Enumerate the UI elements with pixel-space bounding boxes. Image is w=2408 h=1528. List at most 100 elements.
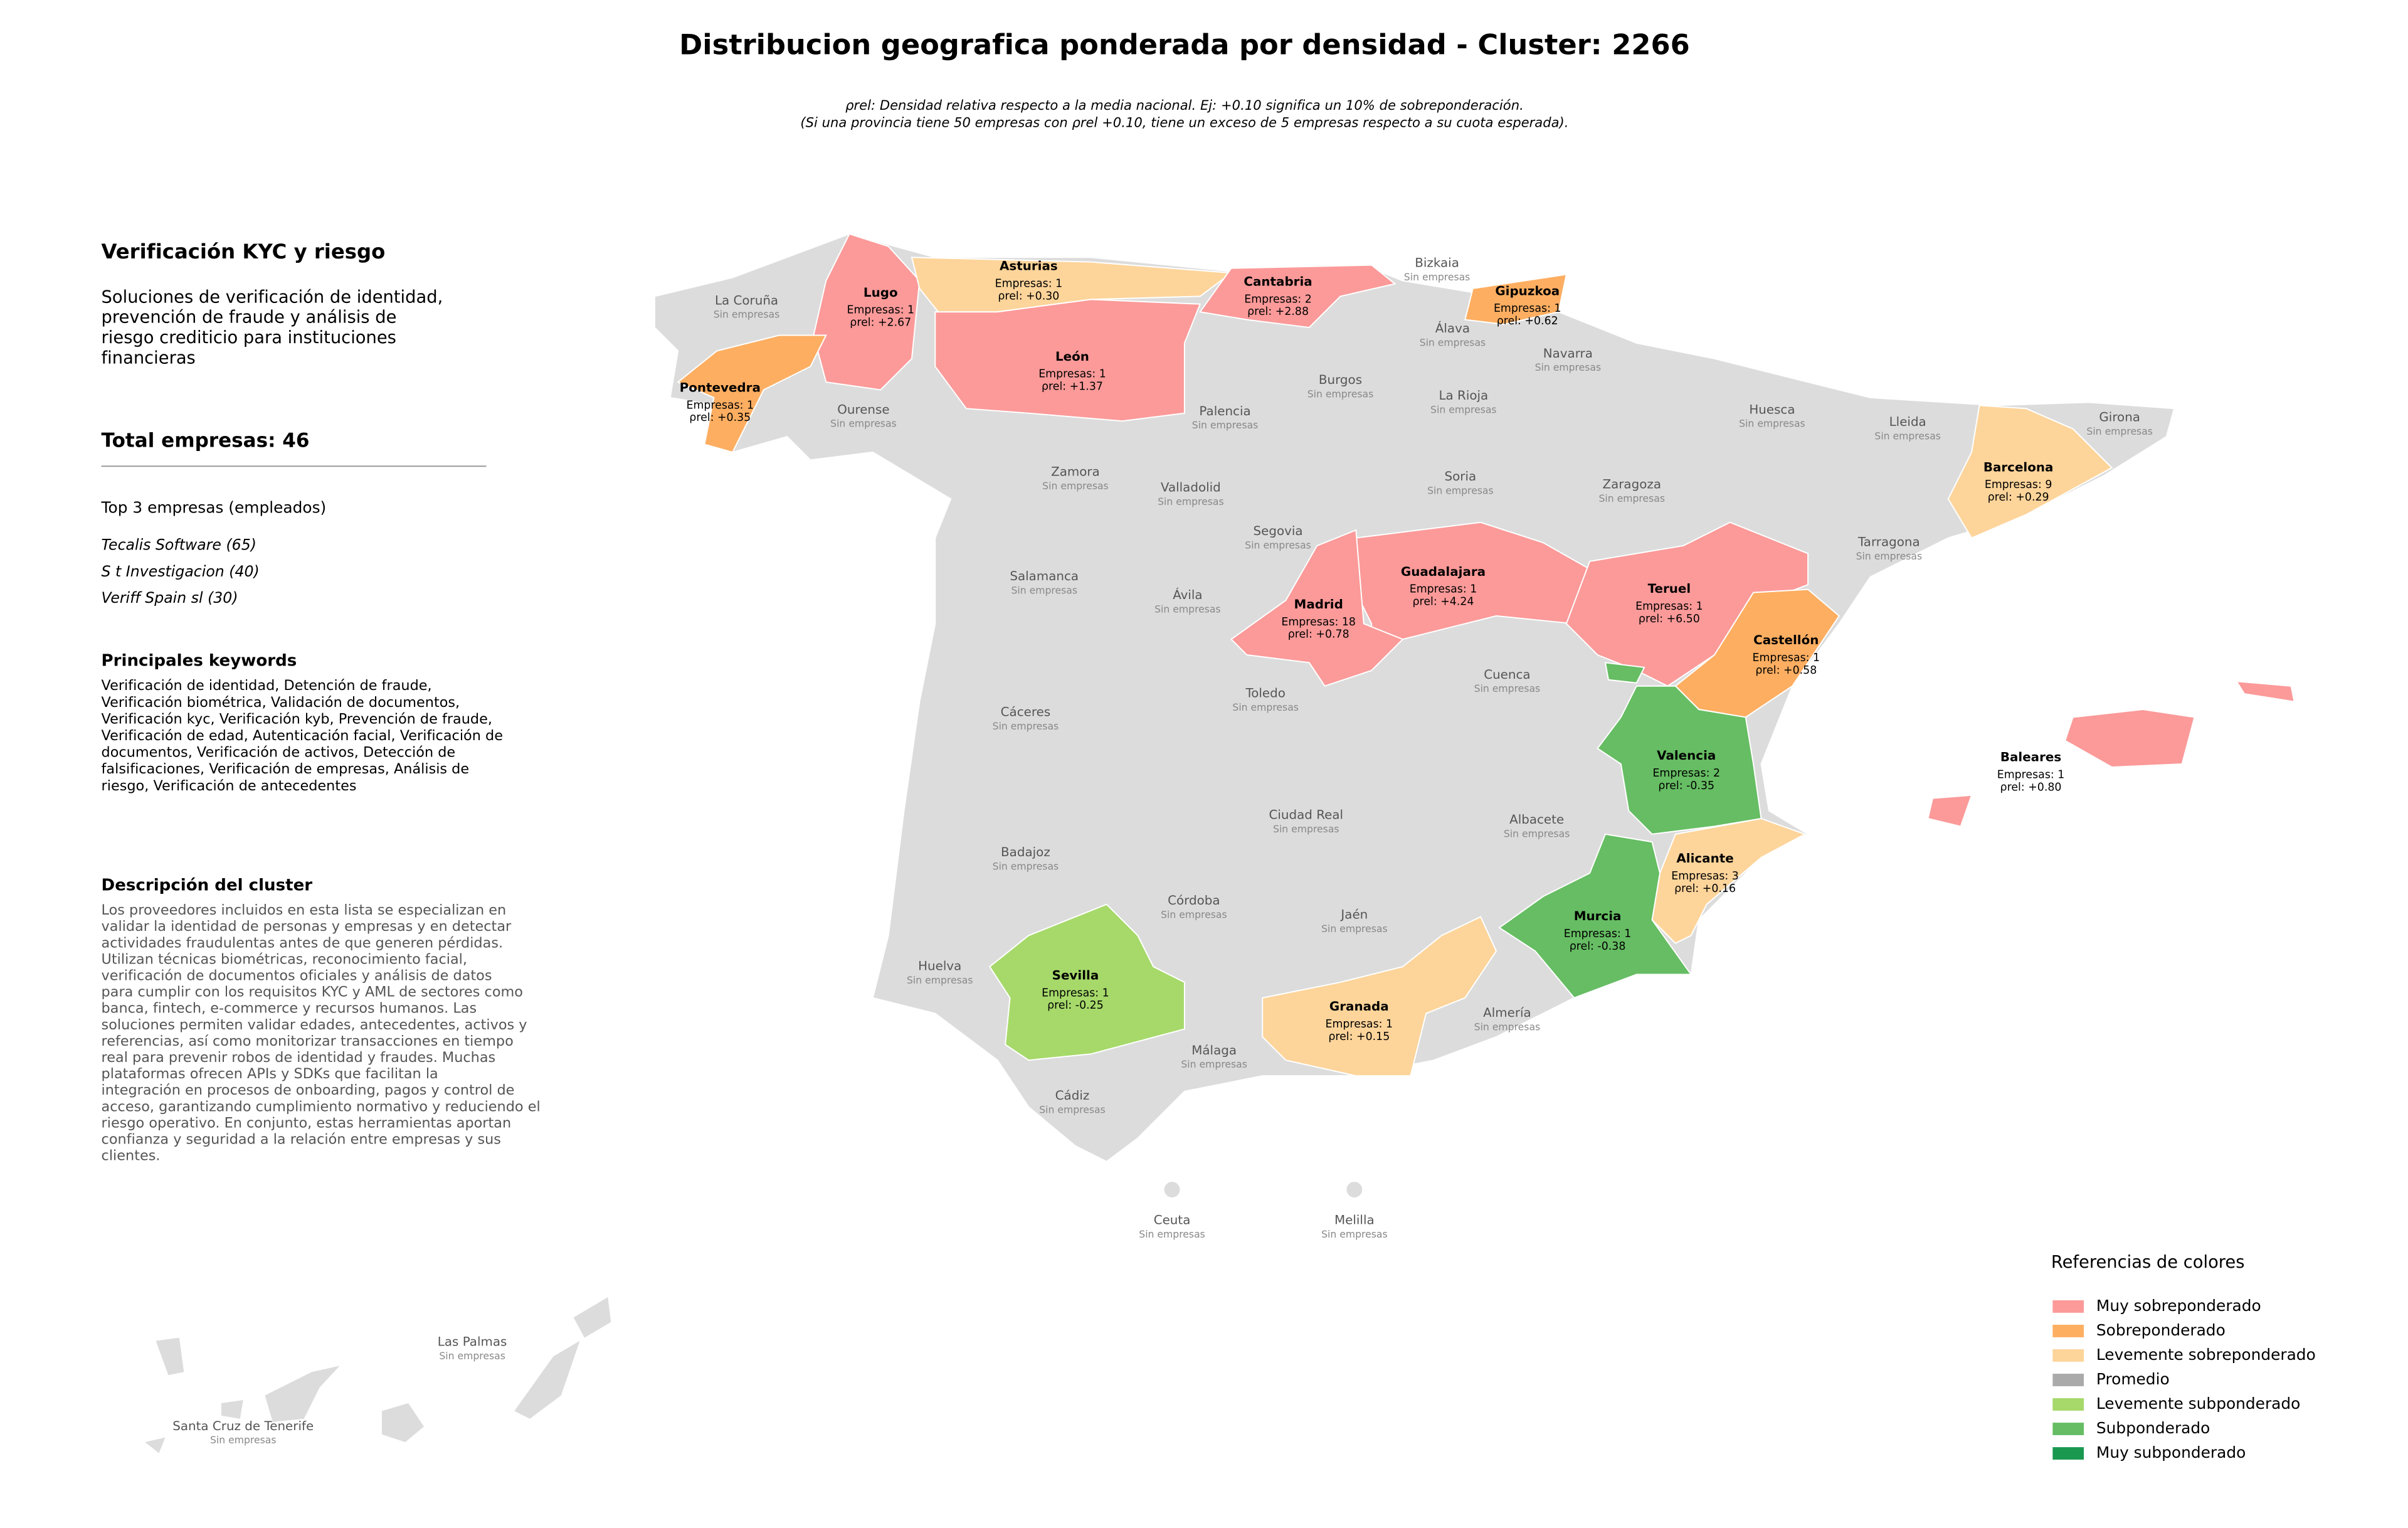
- cluster-line: soluciones permiten validar edades, ante…: [102, 1017, 527, 1033]
- province-companies: Empresas: 1: [847, 304, 914, 317]
- keywords-line: Verificación kyc, Verificación kyb, Prev…: [102, 711, 492, 727]
- province-name: Cuenca: [1484, 667, 1530, 682]
- province-name: Navarra: [1543, 346, 1593, 361]
- note: ρrel: Densidad relativa respecto a la me…: [845, 97, 1524, 113]
- province-name: Santa Cruz de Tenerife: [172, 1419, 314, 1433]
- legend-label: Muy subponderado: [2096, 1443, 2246, 1462]
- island: [145, 1437, 166, 1453]
- island: [381, 1403, 425, 1443]
- province-empty: Sin empresas: [210, 1434, 277, 1446]
- province-companies: Empresas: 1: [1410, 583, 1477, 596]
- province-name: Guadalajara: [1401, 565, 1486, 579]
- province-empty: Sin empresas: [1874, 430, 1941, 442]
- province-companies: Empresas: 9: [1985, 479, 2052, 491]
- province-rho: ρrel: +0.35: [689, 411, 751, 424]
- province-rho: ρrel: +0.29: [1988, 491, 2049, 504]
- province-name: Huelva: [918, 959, 961, 974]
- province-shape: [1927, 681, 2295, 827]
- province-name: Soria: [1445, 469, 1477, 484]
- province-rho: ρrel: +2.88: [1247, 305, 1309, 318]
- cluster-line: Utilizan técnicas biométricas, reconocim…: [102, 951, 467, 967]
- province-companies: Empresas: 1: [1635, 600, 1703, 613]
- province-name: Baleares: [2000, 750, 2061, 765]
- province-name: Zaragoza: [1602, 477, 1661, 492]
- legend-label: Sobreponderado: [2096, 1321, 2226, 1339]
- province-rho: ρrel: +0.58: [1755, 664, 1817, 677]
- province-shape: [1230, 529, 1404, 687]
- legend-swatch: [2052, 1349, 2084, 1362]
- panel-description: financieras: [102, 348, 196, 368]
- panel-title: Verificación KYC y riesgo: [102, 240, 386, 263]
- keywords-line: Verificación de edad, Autenticación faci…: [102, 728, 503, 744]
- province-shape: [1498, 833, 1692, 999]
- province-rho: ρrel: +6.50: [1639, 613, 1700, 625]
- province-name: Tarragona: [1857, 535, 1920, 549]
- province-name: Sevilla: [1052, 968, 1099, 983]
- province-empty: Sin empresas: [1158, 496, 1224, 507]
- province-empty: Sin empresas: [1139, 1228, 1205, 1240]
- cluster-line: para cumplir con los requisitos KYC y AM…: [102, 984, 523, 1000]
- province-name: León: [1055, 349, 1089, 364]
- province-companies: Empresas: 1: [995, 277, 1063, 290]
- province-shape: [934, 299, 1201, 422]
- province-companies: Empresas: 1: [1494, 302, 1561, 315]
- province-shape: [1464, 273, 1568, 326]
- cluster-line: integración en procesos de onboarding, p…: [102, 1082, 515, 1098]
- province-empty: Sin empresas: [1504, 827, 1570, 839]
- province-shape: [1355, 521, 1591, 672]
- top-company: S t Investigacion (40): [102, 563, 260, 580]
- province-empty: Sin empresas: [907, 974, 973, 986]
- province-name: Toledo: [1245, 686, 1285, 701]
- province-empty: Sin empresas: [830, 418, 897, 430]
- cluster-heading: Descripción del cluster: [102, 876, 313, 894]
- province-empty: Sin empresas: [1420, 336, 1486, 348]
- province-empty: Sin empresas: [1321, 1228, 1388, 1240]
- province-companies: Empresas: 2: [1244, 293, 1312, 305]
- province-empty: Sin empresas: [1245, 539, 1311, 551]
- legend-label: Promedio: [2096, 1370, 2170, 1388]
- province-companies: Empresas: 1: [1326, 1018, 1393, 1031]
- province-companies: Empresas: 1: [686, 399, 754, 411]
- province-name: Málaga: [1191, 1043, 1237, 1058]
- province-rho: ρrel: +4.24: [1413, 596, 1474, 608]
- keywords-heading: Principales keywords: [102, 651, 297, 670]
- keywords-line: documentos, Verificación de activos, Det…: [102, 745, 456, 761]
- province-name: Melilla: [1334, 1213, 1375, 1228]
- cluster-line: referencias, así como monitorizar transa…: [102, 1033, 514, 1049]
- province-rho: ρrel: +0.30: [998, 290, 1059, 302]
- province-empty: Sin empresas: [1739, 418, 1805, 430]
- province-empty: Sin empresas: [1430, 403, 1497, 415]
- province-name: Granada: [1329, 999, 1389, 1014]
- province-empty: Sin empresas: [1273, 823, 1339, 835]
- keywords-line: Verificación biométrica, Validación de d…: [102, 694, 460, 711]
- panel-description: riesgo crediticio para instituciones: [102, 328, 396, 348]
- province-empty: Sin empresas: [1535, 361, 1602, 373]
- province-name: Madrid: [1294, 597, 1343, 612]
- legend-swatch: [2052, 1374, 2084, 1386]
- province-empty: Sin empresas: [1404, 271, 1471, 283]
- province-rho: ρrel: +0.15: [1328, 1031, 1390, 1043]
- note: (Si una provincia tiene 50 empresas con …: [800, 114, 1568, 130]
- cluster-line: plataformas ofrecen APIs y SDKs que faci…: [102, 1066, 438, 1082]
- keywords-line: falsificaciones, Verificación de empresa…: [102, 761, 470, 777]
- cluster-line: banca, fintech, e-commerce y recursos hu…: [102, 1000, 477, 1017]
- province-empty: Sin empresas: [1039, 1103, 1106, 1115]
- province-shape: [1597, 662, 1762, 835]
- province-name: Pontevedra: [680, 381, 761, 395]
- province-empty: Sin empresas: [993, 861, 1059, 873]
- province-name: Girona: [2099, 410, 2140, 425]
- legend-swatch: [2052, 1447, 2084, 1460]
- province-companies: Empresas: 1: [1042, 987, 1109, 999]
- province-empty: Sin empresas: [1181, 1058, 1247, 1070]
- province-companies: Empresas: 18: [1281, 616, 1356, 629]
- cluster-line: acceso, garantizando cumplimiento normat…: [102, 1098, 541, 1115]
- province-name: Asturias: [1000, 259, 1058, 273]
- province-empty: Sin empresas: [1042, 480, 1109, 492]
- province-name: La Coruña: [715, 293, 778, 307]
- panel-description: Soluciones de verificación de identidad,: [102, 287, 443, 307]
- island: [514, 1340, 580, 1419]
- province-companies: Empresas: 3: [1671, 870, 1739, 883]
- island: [156, 1337, 184, 1376]
- province-empty: Sin empresas: [1154, 603, 1221, 615]
- legend-swatch: [2052, 1398, 2084, 1411]
